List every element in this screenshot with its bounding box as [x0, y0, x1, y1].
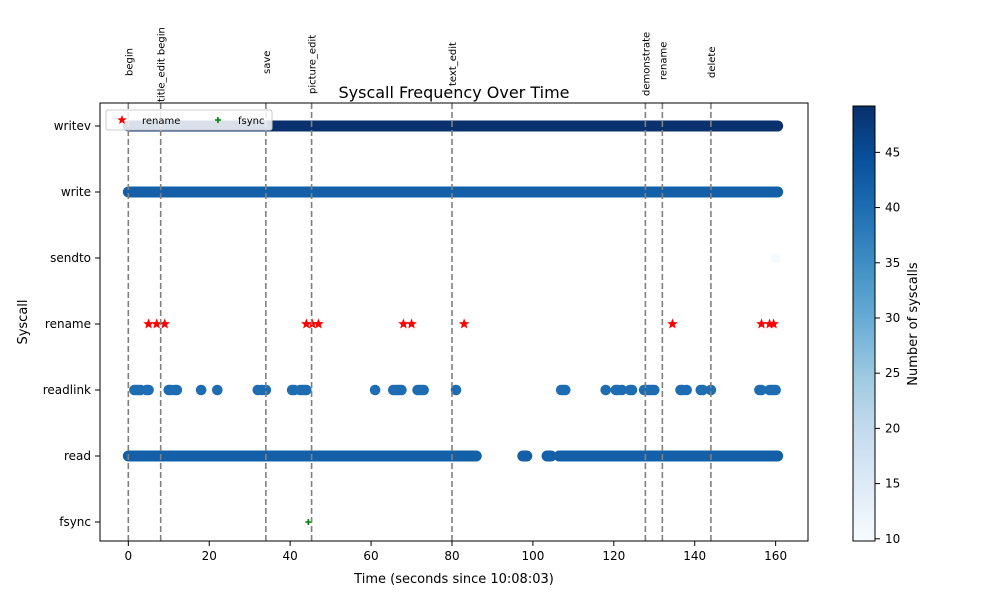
colorbar-tick-label: 40: [885, 201, 900, 215]
chart-title: Syscall Frequency Over Time: [338, 83, 569, 102]
legend: rename fsync: [105, 109, 273, 131]
rename-point: [307, 318, 318, 329]
legend-fsync-marker: [215, 117, 221, 123]
x-tick-label: 80: [444, 549, 459, 563]
y-tick-label: write: [61, 185, 91, 199]
rename-point: [406, 318, 417, 329]
colorbar-tick-label: 45: [885, 145, 900, 159]
colorbar-tick-label: 30: [885, 311, 900, 325]
y-tick-label: readlink: [43, 383, 91, 397]
legend-items: rename fsync: [117, 115, 264, 127]
readlink-point: [171, 384, 183, 396]
legend-rename-marker: [117, 115, 127, 125]
readlink-point: [195, 384, 207, 396]
y-tick-label: read: [64, 449, 91, 463]
series-sendto: [770, 252, 781, 264]
readlink-point: [697, 384, 709, 396]
readlink-point: [212, 384, 223, 396]
event-label: save: [262, 51, 273, 74]
readlink-point: [648, 384, 660, 396]
data-marks: [122, 120, 784, 525]
legend-label: fsync: [238, 116, 264, 127]
colorbar-tick-label: 25: [885, 366, 900, 380]
readlink-point: [626, 384, 638, 396]
legend-box: [105, 109, 273, 131]
rename-point: [143, 318, 154, 329]
readlink-point: [418, 384, 429, 396]
rename-point: [313, 318, 324, 329]
event-label: demonstrate: [641, 32, 652, 96]
rename-point: [151, 318, 162, 329]
colorbar-tick-label: 35: [885, 256, 900, 270]
readlink-point: [143, 384, 154, 396]
colorbar-label: Number of syscalls: [906, 262, 921, 386]
event-label: delete: [707, 46, 718, 78]
readlink-point: [600, 384, 612, 396]
legend-label: rename: [142, 116, 180, 127]
x-tick-label: 0: [124, 549, 132, 563]
rename-point: [398, 318, 409, 329]
readlink-point: [756, 384, 767, 396]
x-axis: 0 20 40 60 80 100 120 140 160: [124, 541, 787, 563]
rename-point: [301, 318, 312, 329]
readlink-point: [681, 384, 692, 396]
x-tick-label: 100: [521, 549, 544, 563]
y-tick-label: writev: [54, 119, 91, 133]
x-tick-label: 160: [764, 549, 787, 563]
event-label: text_edit: [448, 42, 459, 86]
x-axis-label: Time (seconds since 10:08:03): [353, 572, 554, 587]
readlink-point: [396, 384, 407, 396]
plot-area-frame: [99, 102, 809, 542]
colorbar-tick-label: 20: [885, 421, 900, 435]
readlink-point: [260, 384, 272, 396]
y-axis-label: Syscall: [16, 299, 31, 344]
readlink-point: [369, 384, 381, 396]
event-label: rename: [658, 42, 669, 80]
readlink-point: [705, 384, 717, 396]
colorbar-ticks: 10 15 20 25 30 35 40 45: [875, 145, 900, 546]
colorbar-tick-label: 10: [885, 532, 900, 546]
x-tick-label: 20: [202, 549, 217, 563]
event-label: title_edit begin: [157, 27, 168, 102]
y-tick-label: rename: [45, 317, 91, 331]
fsync-point: [305, 519, 312, 525]
colorbar-gradient: [852, 105, 876, 542]
x-tick-label: 120: [602, 549, 625, 563]
rename-point: [768, 318, 779, 329]
x-tick-label: 60: [363, 549, 378, 563]
event-label: begin: [124, 48, 135, 76]
event-lines: begin title_edit begin save picture_edit tex…: [124, 27, 718, 541]
x-tick-label: 140: [683, 549, 706, 563]
rename-point: [756, 318, 767, 329]
readlink-point: [770, 384, 781, 396]
series-readlink: [129, 384, 781, 396]
colorbar-tick-label: 15: [885, 477, 900, 491]
y-tick-label: fsync: [59, 515, 91, 529]
x-tick-label: 40: [283, 549, 298, 563]
y-tick-label: sendto: [50, 251, 91, 265]
readlink-point: [559, 384, 571, 396]
series-fsync: [305, 519, 312, 525]
readlink-point: [301, 384, 312, 396]
sendto-point: [770, 252, 781, 264]
y-axis: fsync read readlink rename sendto write writev: [43, 119, 100, 529]
series-rename: [143, 318, 779, 329]
rename-point: [458, 318, 470, 329]
readlink-point: [616, 384, 628, 396]
rename-point: [667, 318, 678, 329]
rename-point: [764, 318, 775, 329]
event-label: picture_edit: [308, 35, 319, 94]
rename-point: [159, 318, 171, 329]
readlink-point: [450, 384, 462, 396]
colorbar: 10 15 20 25 30 35 40 45 Number of syscalls: [852, 105, 921, 546]
